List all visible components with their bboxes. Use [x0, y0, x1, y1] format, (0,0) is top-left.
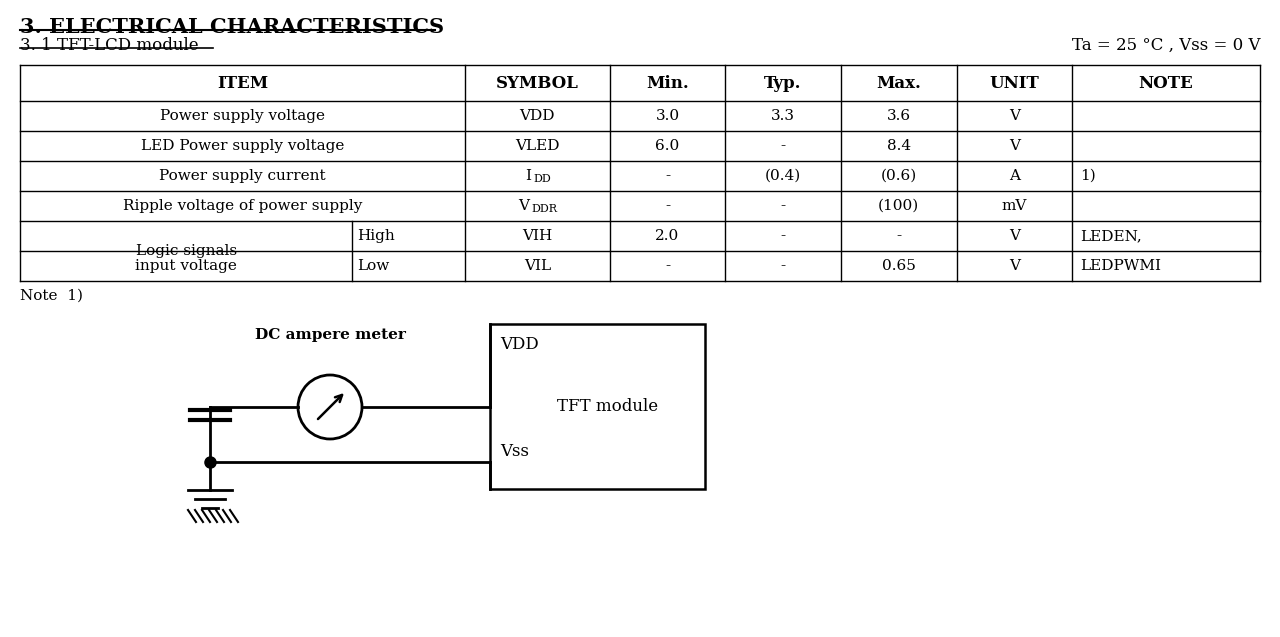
Text: 2.0: 2.0	[655, 229, 680, 243]
Text: -: -	[664, 199, 669, 213]
Text: Max.: Max.	[877, 75, 922, 92]
Text: High: High	[357, 229, 396, 243]
Text: VDD: VDD	[520, 109, 556, 123]
Text: Logic signals: Logic signals	[136, 244, 237, 258]
Text: VDD: VDD	[500, 336, 539, 353]
Text: V: V	[1009, 139, 1020, 153]
Text: 3.0: 3.0	[655, 109, 680, 123]
Text: 3.6: 3.6	[887, 109, 911, 123]
Text: V: V	[1009, 259, 1020, 273]
Text: Ta = 25 °C , Vss = 0 V: Ta = 25 °C , Vss = 0 V	[1071, 37, 1260, 54]
Text: ITEM: ITEM	[218, 75, 268, 92]
Text: 3. ELECTRICAL CHARACTERISTICS: 3. ELECTRICAL CHARACTERISTICS	[20, 17, 444, 37]
Text: -: -	[781, 199, 786, 213]
Text: Vss: Vss	[500, 443, 529, 459]
Text: Power supply current: Power supply current	[159, 169, 326, 183]
Text: 3.3: 3.3	[771, 109, 795, 123]
Text: DC ampere meter: DC ampere meter	[255, 328, 406, 342]
Text: V: V	[518, 199, 530, 213]
Text: -: -	[664, 259, 669, 273]
Text: 3. 1 TFT-LCD module: 3. 1 TFT-LCD module	[20, 37, 198, 54]
Text: Low: Low	[357, 259, 389, 273]
Text: 6.0: 6.0	[655, 139, 680, 153]
Text: -: -	[781, 259, 786, 273]
Text: Min.: Min.	[646, 75, 689, 92]
Text: (0.4): (0.4)	[765, 169, 801, 183]
Text: VIH: VIH	[522, 229, 553, 243]
Text: 1): 1)	[1080, 169, 1096, 183]
Text: VLED: VLED	[515, 139, 559, 153]
Text: DD: DD	[534, 174, 552, 184]
Text: NOTE: NOTE	[1139, 75, 1193, 92]
Text: DDR: DDR	[531, 204, 557, 214]
Text: -: -	[781, 139, 786, 153]
Text: 8.4: 8.4	[887, 139, 911, 153]
Text: -: -	[781, 229, 786, 243]
Text: Note  1): Note 1)	[20, 289, 83, 303]
Text: LEDPWMI: LEDPWMI	[1080, 259, 1161, 273]
Bar	[490, 324, 705, 489]
Text: LEDEN,: LEDEN,	[1080, 229, 1142, 243]
Text: (100): (100)	[878, 199, 919, 213]
Text: 0.65: 0.65	[882, 259, 915, 273]
Text: A: A	[1009, 169, 1020, 183]
Text: LED Power supply voltage: LED Power supply voltage	[141, 139, 344, 153]
Text: input voltage: input voltage	[136, 259, 237, 273]
Text: I: I	[525, 169, 531, 183]
Text: -: -	[896, 229, 901, 243]
Text: (0.6): (0.6)	[881, 169, 916, 183]
Text: Power supply voltage: Power supply voltage	[160, 109, 325, 123]
Text: V: V	[1009, 229, 1020, 243]
Text: UNIT: UNIT	[989, 75, 1039, 92]
Text: TFT module: TFT module	[557, 398, 658, 415]
Text: -: -	[664, 169, 669, 183]
Text: Typ.: Typ.	[764, 75, 801, 92]
Text: V: V	[1009, 109, 1020, 123]
Text: SYMBOL: SYMBOL	[495, 75, 579, 92]
Text: VIL: VIL	[524, 259, 550, 273]
Text: Ripple voltage of power supply: Ripple voltage of power supply	[123, 199, 362, 213]
Text: mV: mV	[1002, 199, 1027, 213]
